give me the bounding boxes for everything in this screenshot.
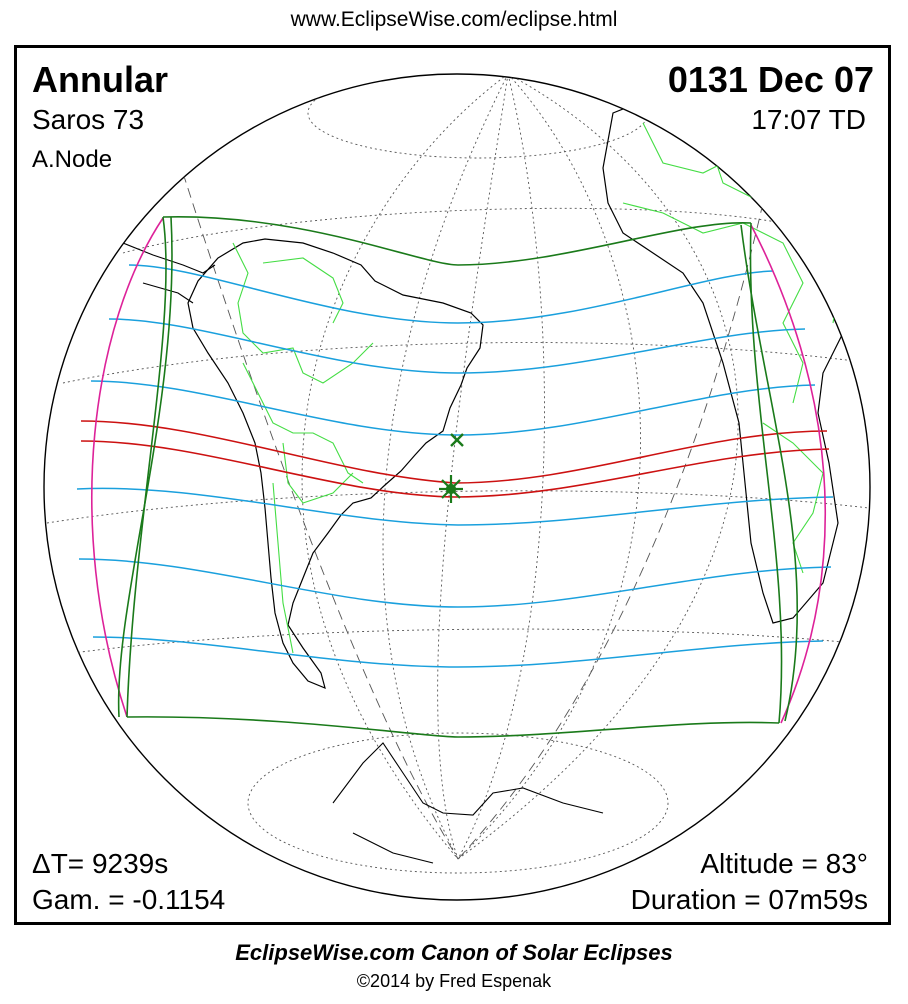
saros-number: Saros 73 [32,104,145,135]
penumbral-limits [117,216,799,738]
hourly-lines [76,264,834,668]
canon-title: EclipseWise.com Canon of Solar Eclipses [235,940,673,965]
duration: Duration = 07m59s [630,884,868,915]
south-america-coastline [187,238,484,690]
eclipse-map-frame: Annular Saros 73 A.Node 0131 Dec 07 17:0… [14,45,891,925]
eclipse-date: 0131 Dec 07 [667,59,874,100]
delta-t: ΔT= 9239s [32,848,169,879]
gamma: Gam. = -0.1154 [32,884,226,915]
globe-outline [43,73,871,901]
node: A.Node [32,146,113,173]
globe-map [43,73,871,901]
eclipse-time: 17:07 TD [751,104,866,135]
rise-set-curves [91,217,827,724]
antarctica-coastline [332,742,604,864]
altitude: Altitude = 83° [700,848,868,879]
subsolar-x-marker [450,433,464,447]
eclipse-type: Annular [32,59,169,100]
greatest-eclipse-asterisk [439,475,463,503]
site-url[interactable]: www.EclipseWise.com/eclipse.html [290,8,618,31]
annular-path [80,420,830,498]
copyright: ©2014 by Fred Espenak [356,971,552,991]
